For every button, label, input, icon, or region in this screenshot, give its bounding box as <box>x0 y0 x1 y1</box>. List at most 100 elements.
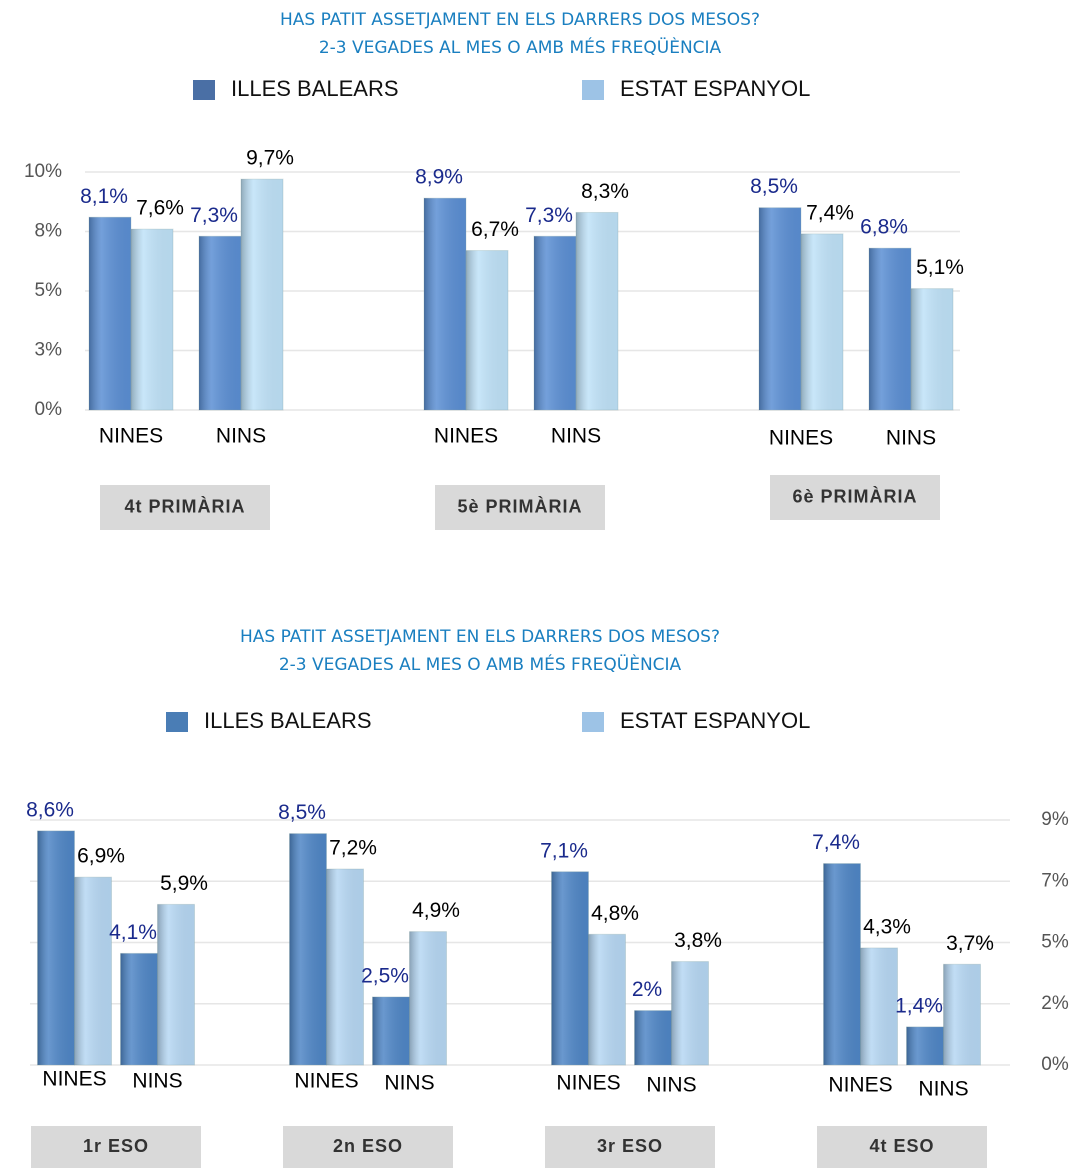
legend-label: ESTAT ESPANYOL <box>620 76 810 101</box>
bar-shade <box>409 931 447 1065</box>
x-tick-label: NINS <box>646 1074 696 1097</box>
value-label: 7,2% <box>329 837 377 860</box>
bar-shade <box>551 871 589 1065</box>
value-label: 7,4% <box>812 831 860 854</box>
bar-shade <box>131 229 173 410</box>
value-label: 7,1% <box>540 839 588 862</box>
value-label: 6,9% <box>77 845 125 868</box>
bar-shade <box>466 250 508 410</box>
legend-label: ILLES BALEARS <box>204 708 372 733</box>
chart-title: 2-3 VEGADES AL MES O AMB MÉS FREQÜÈNCIA <box>279 653 682 675</box>
x-tick-label: NINES <box>828 1074 892 1097</box>
bar-shade <box>634 1010 672 1065</box>
bar-shade <box>424 198 466 410</box>
y-tick-label: 9% <box>1041 809 1069 830</box>
x-tick-label: NINES <box>294 1070 358 1093</box>
bar-shade <box>289 833 327 1065</box>
legend-label: ILLES BALEARS <box>231 76 399 101</box>
x-tick-label: NINES <box>42 1068 106 1091</box>
bar-shade <box>326 869 364 1065</box>
value-label: 7,3% <box>190 204 238 227</box>
legend-label: ESTAT ESPANYOL <box>620 708 810 733</box>
legend-swatch <box>582 80 604 100</box>
bar-shade <box>576 212 618 410</box>
y-tick-label: 5% <box>1041 932 1069 953</box>
group-label: 4t PRIMÀRIA <box>124 495 245 516</box>
chart-title: 2-3 VEGADES AL MES O AMB MÉS FREQÜÈNCIA <box>319 36 722 58</box>
value-label: 2,5% <box>361 964 409 987</box>
value-label: 4,8% <box>591 902 639 925</box>
legend-swatch <box>193 80 215 100</box>
value-label: 6,7% <box>471 218 519 241</box>
y-tick-label: 5% <box>35 280 63 301</box>
group-label: 4t ESO <box>869 1136 934 1156</box>
x-tick-label: NINS <box>216 425 266 448</box>
value-label: 7,6% <box>136 197 184 220</box>
group-label: 1r ESO <box>83 1136 149 1156</box>
bar-shade <box>199 236 241 410</box>
bar-shade <box>37 830 75 1065</box>
group-label: 3r ESO <box>597 1136 663 1156</box>
group-label: 5è PRIMÀRIA <box>457 495 582 516</box>
value-label: 8,1% <box>80 185 128 208</box>
x-tick-label: NINS <box>384 1072 434 1095</box>
bar-shade <box>906 1026 944 1065</box>
x-tick-label: NINS <box>918 1078 968 1101</box>
value-label: 9,7% <box>246 147 294 170</box>
x-tick-label: NINES <box>769 427 833 450</box>
group-label: 6è PRIMÀRIA <box>792 485 917 506</box>
value-label: 4,1% <box>109 921 157 944</box>
value-label: 5,1% <box>916 256 964 279</box>
value-label: 8,6% <box>26 798 74 821</box>
bar-shade <box>671 961 709 1065</box>
y-tick-label: 3% <box>35 340 63 361</box>
bar-shade <box>759 207 801 410</box>
value-label: 8,5% <box>750 175 798 198</box>
x-tick-label: NINES <box>556 1072 620 1095</box>
bar-shade <box>801 233 843 410</box>
x-tick-label: NINES <box>434 425 498 448</box>
x-tick-label: NINS <box>132 1070 182 1093</box>
bar-shade <box>823 863 861 1065</box>
value-label: 3,8% <box>674 929 722 952</box>
value-label: 8,5% <box>278 801 326 824</box>
group-box <box>283 1126 453 1168</box>
value-label: 7,3% <box>525 204 573 227</box>
y-tick-label: 2% <box>1041 993 1069 1014</box>
value-label: 5,9% <box>160 872 208 895</box>
bar-shade <box>860 947 898 1065</box>
x-tick-label: NINS <box>551 425 601 448</box>
value-label: 4,9% <box>412 899 460 922</box>
group-box <box>545 1126 715 1168</box>
value-label: 8,9% <box>415 166 463 189</box>
bar-shade <box>89 217 131 410</box>
value-label: 6,8% <box>860 216 908 239</box>
chart-title: HAS PATIT ASSETJAMENT EN ELS DARRERS DOS… <box>280 10 760 30</box>
value-label: 8,3% <box>581 180 629 203</box>
bar-shade <box>534 236 576 410</box>
value-label: 7,4% <box>806 201 854 224</box>
value-label: 3,7% <box>946 932 994 955</box>
bar-shade <box>120 953 158 1065</box>
bar-shade <box>588 934 626 1065</box>
legend-swatch <box>582 712 604 732</box>
value-label: 1,4% <box>895 994 943 1017</box>
x-tick-label: NINS <box>886 427 936 450</box>
chart-title: HAS PATIT ASSETJAMENT EN ELS DARRERS DOS… <box>240 627 720 647</box>
value-label: 2% <box>632 978 662 1001</box>
x-tick-label: NINES <box>99 425 163 448</box>
bar-shade <box>241 179 283 410</box>
bar-shade <box>372 996 410 1065</box>
group-box <box>770 475 940 520</box>
bar-shade <box>74 877 112 1065</box>
group-box <box>817 1126 987 1168</box>
bar-shade <box>911 288 953 410</box>
legend-swatch <box>166 712 188 732</box>
bar-shade <box>157 904 195 1065</box>
y-tick-label: 0% <box>35 399 63 420</box>
value-label: 4,3% <box>863 915 911 938</box>
y-tick-label: 0% <box>1041 1054 1069 1075</box>
y-tick-label: 7% <box>1041 870 1069 891</box>
group-box <box>100 485 270 530</box>
